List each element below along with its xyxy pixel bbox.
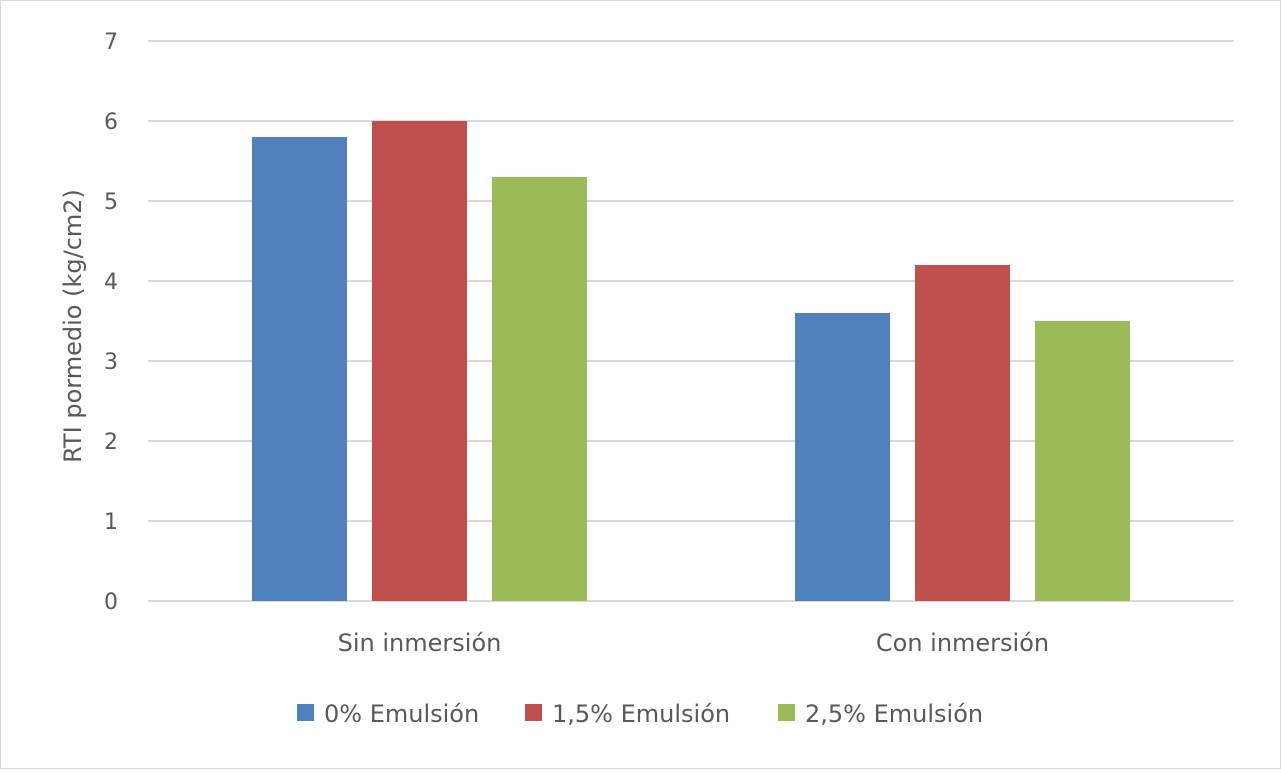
y-tick-label: 0 [104,590,118,615]
legend-swatch [525,704,542,721]
bar [252,137,347,601]
y-tick-labels: 0 1 2 3 4 5 6 7 [104,30,118,615]
legend-swatch [778,704,795,721]
y-tick-label: 4 [104,270,118,295]
bar [492,177,587,601]
bar [372,121,467,601]
legend-label: 2,5% Emulsión [805,700,983,728]
legend-label: 1,5% Emulsión [552,700,730,728]
bar [795,313,890,601]
bar [1035,321,1130,601]
y-axis-label: RTI pormedio (kg/cm2) [59,189,87,463]
bars [252,121,1130,601]
y-tick-label: 2 [104,430,118,455]
y-tick-label: 1 [104,510,118,535]
legend-label: 0% Emulsión [324,700,479,728]
category-label: Sin inmersión [338,629,502,657]
y-tick-label: 6 [104,110,118,135]
bar [915,265,1010,601]
legend-swatch [297,704,314,721]
category-labels: Sin inmersión Con inmersión [338,629,1049,657]
legend: 0% Emulsión 1,5% Emulsión 2,5% Emulsión [297,700,983,728]
y-tick-label: 7 [104,30,118,55]
y-tick-label: 3 [104,350,118,375]
category-label: Con inmersión [876,629,1049,657]
y-tick-label: 5 [104,190,118,215]
